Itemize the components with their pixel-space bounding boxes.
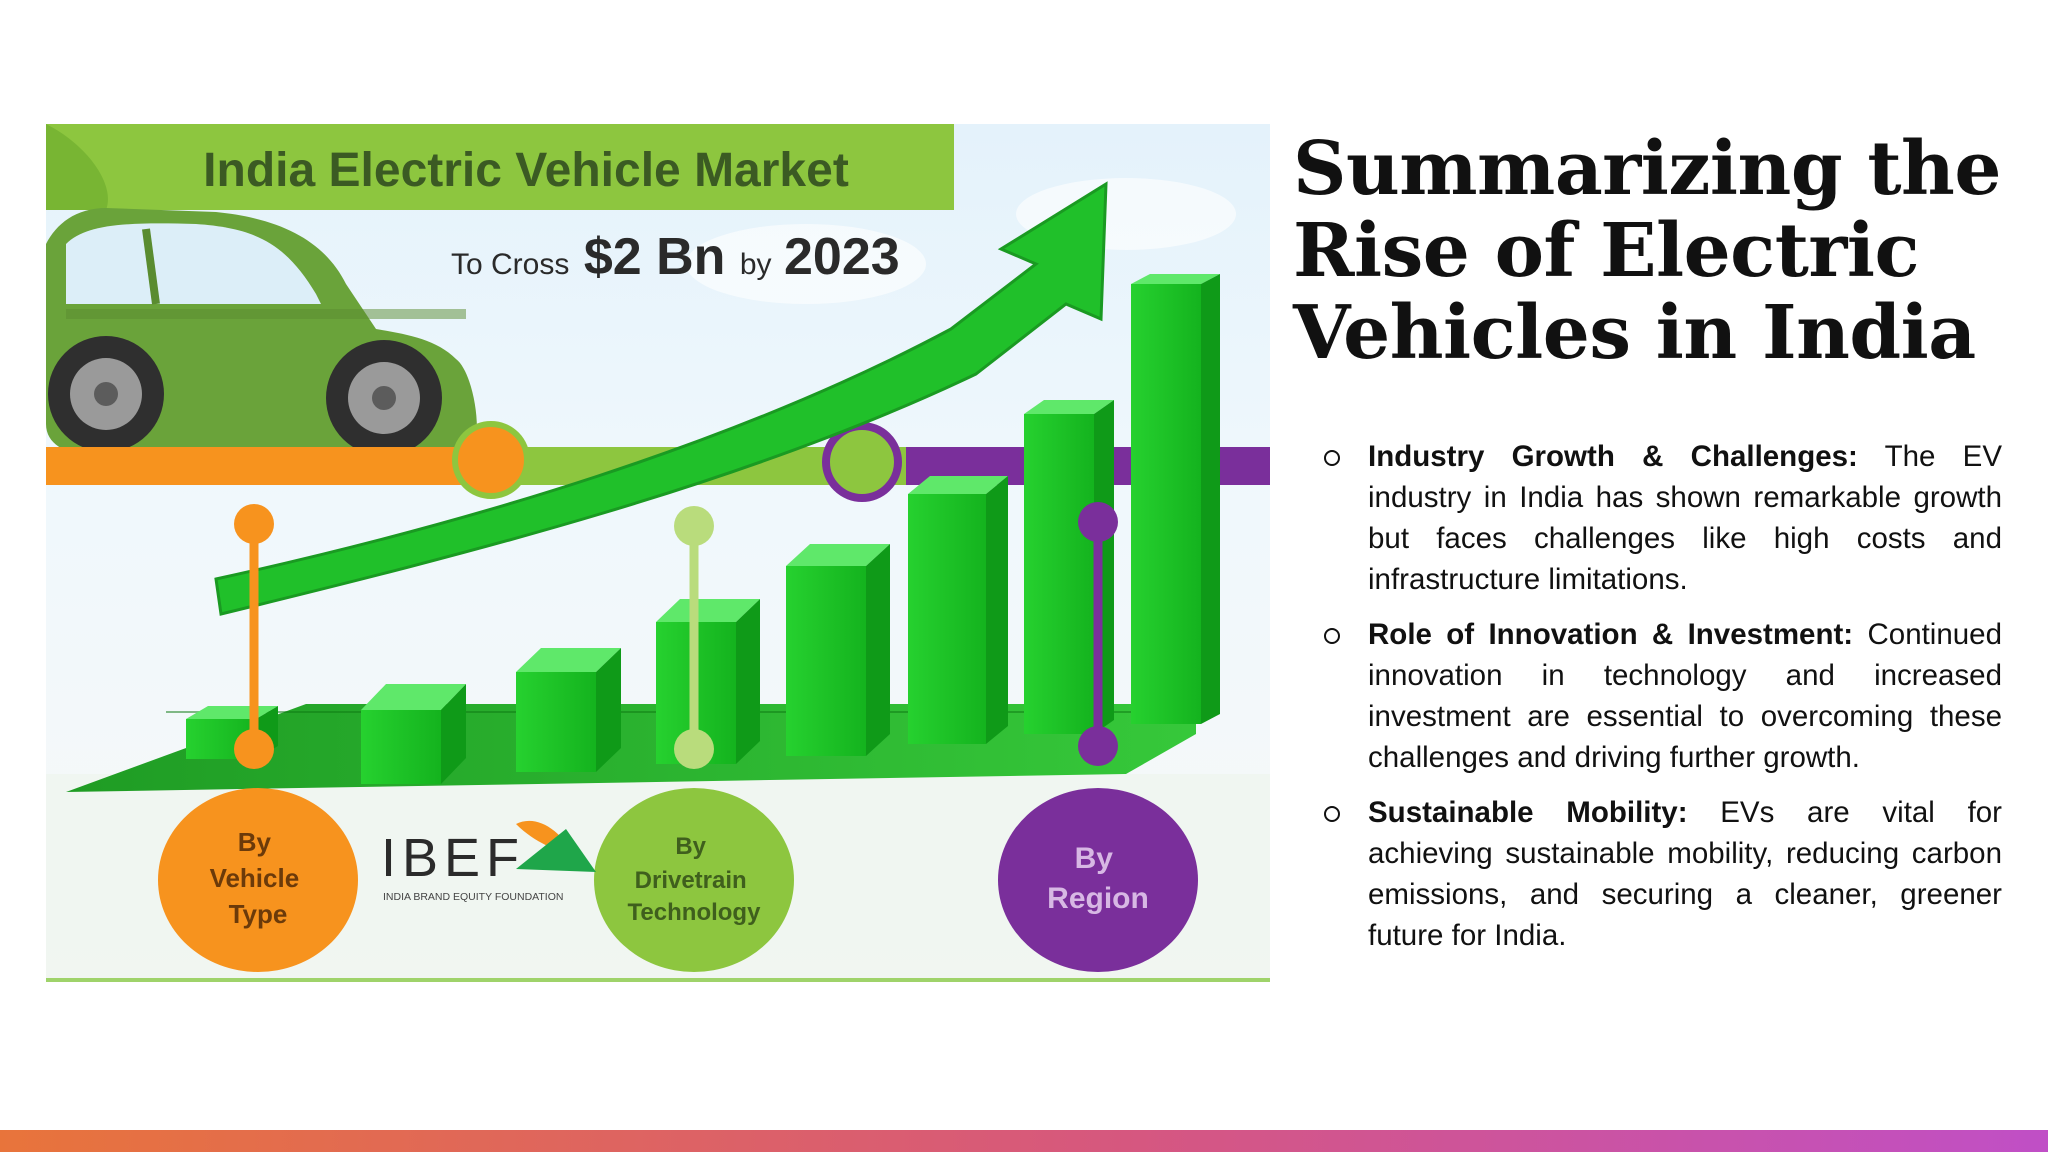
bullet-circle-icon: [1324, 450, 1340, 466]
pin-green-bottom: [674, 729, 714, 769]
title-line: Summarizing the: [1293, 126, 2001, 212]
slide-title: Summarizing the Rise of Electric Vehicle…: [1293, 128, 2013, 374]
growth-bar: [1131, 274, 1220, 724]
bullet-circle-icon: [1324, 806, 1340, 822]
leaf-decoration: [46, 124, 108, 210]
car-illustration: [46, 208, 477, 456]
segment-vehicle-type: By Vehicle Type: [158, 788, 358, 972]
pin-purple-top: [1078, 502, 1118, 542]
pin-orange-top: [234, 504, 274, 544]
growth-bar: [361, 684, 466, 784]
segment-drivetrain: By Drivetrain Technology: [594, 788, 794, 972]
bullet-text: Continued innovation in technology and i…: [1368, 618, 2002, 774]
pin-purple-bottom: [1078, 726, 1118, 766]
growth-arrow: [214, 181, 1108, 616]
bullet-text: The EV industry in India has shown remar…: [1368, 440, 2002, 596]
svg-text:IBEF: IBEF: [381, 828, 525, 888]
growth-bar: [908, 476, 1008, 744]
ev-market-infographic: India Electric Vehicle Market To Cross $…: [46, 124, 1270, 982]
svg-text:By Region: By Region: [1047, 842, 1149, 915]
ibef-logo: IBEF INDIA BRAND EQUITY FOUNDATION: [381, 820, 596, 903]
market-subtitle: To Cross $2 Bn by 2023: [451, 228, 900, 286]
growth-bar: [786, 544, 890, 756]
bullet-item: Sustainable Mobility: EVs are vital for …: [1318, 792, 2002, 956]
timeline-node-green: [822, 422, 902, 502]
cloud-shape: [686, 224, 926, 304]
bullet-heading: Industry Growth & Challenges:: [1368, 440, 1858, 473]
growth-bar: [1024, 400, 1114, 734]
growth-bar: [516, 648, 621, 772]
svg-text:By Vehicle Typ: By Vehicle Type: [210, 827, 307, 929]
segment-region: By Region: [998, 788, 1198, 972]
bullet-heading: Role of Innovation & Investment:: [1368, 618, 1854, 651]
title-block: Summarizing the Rise of Electric Vehicle…: [1293, 128, 2013, 374]
bullet-text: EVs are vital for achieving sustainable …: [1368, 796, 2002, 952]
svg-text:By Drivetrain: By Drivetrain Technology: [628, 833, 762, 926]
svg-text:INDIA BRAND EQUITY FOUNDATION: INDIA BRAND EQUITY FOUNDATION: [383, 891, 563, 903]
timeline-node-orange: [452, 421, 530, 499]
bullet-list: Industry Growth & Challenges: The EV ind…: [1318, 436, 2002, 970]
bullet-heading: Sustainable Mobility:: [1368, 796, 1688, 829]
bullet-item: Industry Growth & Challenges: The EV ind…: [1318, 436, 2002, 600]
pin-orange-bottom: [234, 729, 274, 769]
pin-green-top: [674, 506, 714, 546]
bullet-item: Role of Innovation & Investment: Continu…: [1318, 614, 2002, 778]
title-banner: [46, 124, 954, 210]
title-line: Rise of Electric: [1293, 208, 1920, 294]
banner-title: India Electric Vehicle Market: [203, 144, 849, 197]
infographic-graphic: India Electric Vehicle Market To Cross $…: [46, 124, 1270, 982]
bullet-circle-icon: [1324, 628, 1340, 644]
footer-gradient-bar: [0, 1130, 2048, 1152]
title-line: Vehicles in India: [1293, 290, 1976, 376]
timeline-orange: [46, 447, 491, 485]
